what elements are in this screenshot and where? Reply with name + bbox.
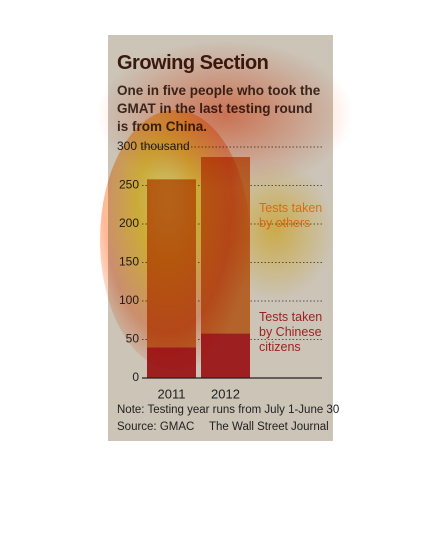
y-tick-label: 200 — [119, 216, 139, 230]
y-tick-label: 150 — [119, 255, 139, 269]
legend-label: Tests taken by others — [259, 201, 323, 230]
y-tick-label: 50 — [126, 332, 140, 346]
x-tick-label: 2012 — [211, 386, 240, 401]
bar-segment — [147, 347, 196, 378]
y-tick-label: 100 — [119, 293, 139, 307]
legend-label: Tests taken by Chinese citizens — [259, 310, 323, 354]
x-tick-label: 2011 — [158, 386, 186, 401]
chart-subtitle: One in five people who took the GMAT in … — [117, 83, 321, 134]
y-tick-label: 250 — [119, 178, 139, 192]
note: Note: Testing year runs from July 1-June… — [117, 404, 340, 416]
bar-segment — [201, 333, 250, 378]
bar-segment — [201, 157, 250, 334]
source: Source: GMAC — [117, 421, 195, 433]
y-tick-label: 0 — [132, 370, 139, 384]
credit: The Wall Street Journal — [209, 421, 329, 433]
bar-segment — [147, 179, 196, 348]
y-tick-label: 300 thousand — [117, 139, 190, 153]
chart-title: Growing Section — [117, 52, 269, 74]
